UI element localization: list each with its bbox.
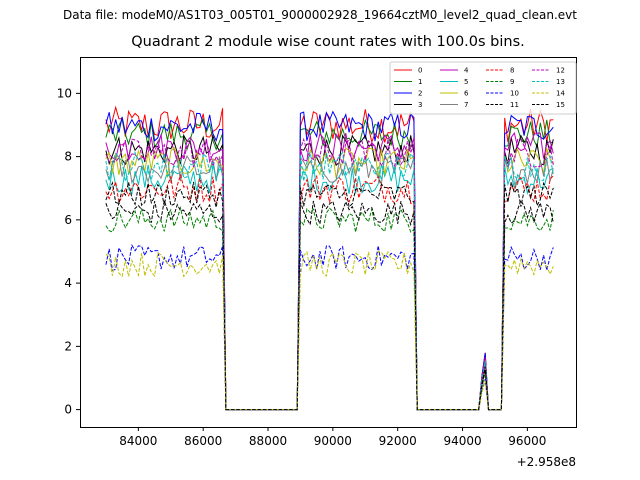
chart-title: Quadrant 2 module wise count rates with … (131, 34, 525, 50)
x-tick-label: 92000 (379, 434, 417, 448)
y-tick-label: 8 (64, 150, 72, 164)
series-line-9 (105, 205, 554, 411)
y-tick-label: 4 (64, 276, 72, 290)
legend-label-15: 15 (556, 101, 565, 109)
legend-label-11: 11 (510, 101, 519, 109)
legend-label-9: 9 (510, 78, 514, 86)
series-line-15 (105, 180, 554, 411)
legend-box (389, 61, 577, 115)
axes-frame (80, 57, 577, 428)
legend-label-3: 3 (418, 101, 422, 109)
legend-label-4: 4 (464, 67, 469, 75)
legend-label-10: 10 (510, 90, 519, 98)
y-tick-label: 10 (57, 86, 72, 100)
legend-label-0: 0 (418, 67, 422, 75)
legend-label-13: 13 (556, 78, 565, 86)
y-tick-label: 2 (64, 339, 72, 353)
x-tick-label: 94000 (443, 434, 481, 448)
axis-ticks: 84000 86000 88000 90000 92000 94000 96000 0 2 4 6 8… (57, 86, 547, 448)
x-tick-label: 88000 (249, 434, 287, 448)
legend-label-7: 7 (464, 101, 468, 109)
series-lines (105, 105, 554, 411)
x-tick-label: 96000 (508, 434, 546, 448)
legend-label-5: 5 (464, 78, 468, 86)
legend-label-1: 1 (418, 78, 422, 86)
y-tick-label: 0 (64, 403, 72, 417)
x-tick-label: 84000 (119, 434, 157, 448)
series-line-14 (105, 250, 554, 411)
legend-label-2: 2 (418, 90, 422, 98)
figure-suptitle: Data file: modeM0/AS1T03_005T01_90000029… (63, 8, 577, 22)
legend-label-12: 12 (556, 67, 565, 75)
legend-label-14: 14 (556, 90, 565, 98)
x-tick-label: 86000 (184, 434, 222, 448)
legend-label-6: 6 (464, 90, 469, 98)
legend-label-8: 8 (510, 67, 514, 75)
x-axis-offset-label: +2.958e8 (517, 455, 576, 469)
series-line-13 (105, 150, 554, 411)
y-tick-label: 6 (64, 213, 72, 227)
x-tick-label: 90000 (314, 434, 352, 448)
